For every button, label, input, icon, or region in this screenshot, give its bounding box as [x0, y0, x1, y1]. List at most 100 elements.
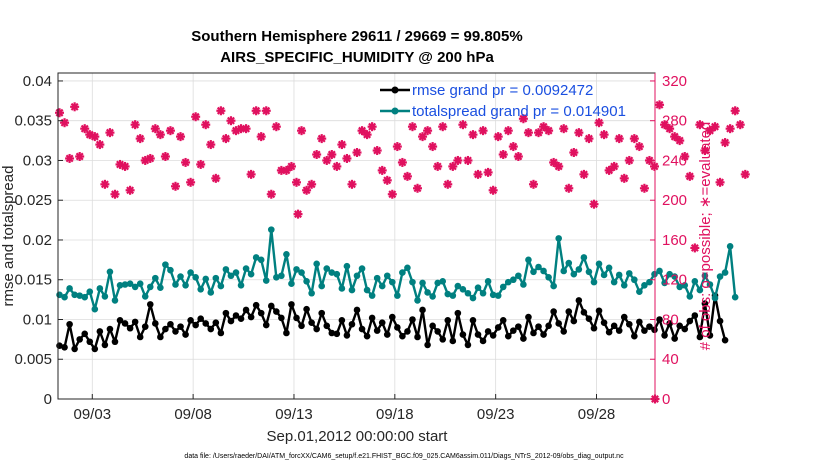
obs-point [498, 150, 508, 159]
series-point [76, 336, 83, 343]
obs-point [110, 189, 120, 199]
obs-point [60, 118, 70, 128]
series-point [459, 331, 467, 338]
series-point [252, 254, 260, 261]
series-point [504, 278, 512, 286]
obs-point [579, 169, 589, 179]
series-point [525, 256, 532, 264]
series-point [91, 305, 99, 313]
series-point [656, 316, 663, 323]
series-point [706, 281, 714, 288]
series-point [177, 273, 184, 280]
obs-point [629, 134, 639, 144]
series-point [696, 333, 704, 341]
series-point [222, 309, 230, 317]
series-point [585, 268, 593, 276]
obs-point [619, 173, 629, 183]
obs-point [135, 134, 145, 144]
obs-point [584, 134, 594, 144]
series-point [278, 272, 285, 280]
obs-point [695, 120, 705, 130]
obs-point [342, 153, 352, 163]
series-point [449, 337, 457, 345]
series-point [313, 260, 320, 268]
y-tick-label-left: 0.015 [14, 272, 52, 289]
series-point [116, 316, 124, 324]
x-tick-label: 09/13 [275, 406, 313, 423]
series-point [479, 337, 487, 345]
chart-title-line-2: AIRS_SPECIFIC_HUMIDITY @ 200 hPa [220, 49, 494, 66]
series-point [666, 270, 673, 278]
series-point [192, 321, 199, 329]
obs-point [312, 150, 322, 159]
series-point [157, 284, 164, 291]
y-tick-label-right: 160 [662, 232, 687, 249]
obs-point [685, 171, 695, 181]
obs-point [700, 146, 710, 156]
obs-point [100, 179, 110, 189]
series-point [429, 293, 436, 300]
series-point [464, 289, 472, 297]
obs-point [332, 161, 342, 171]
series-point [580, 254, 588, 261]
obs-point [534, 128, 544, 138]
series-point [101, 293, 109, 300]
series-point [368, 314, 376, 322]
obs-point [216, 106, 226, 116]
obs-point [720, 138, 730, 148]
series-point [631, 332, 638, 340]
series-point [232, 269, 240, 276]
series-point [444, 316, 452, 324]
obs-point [740, 169, 750, 179]
series-point [706, 332, 714, 339]
series-point [681, 325, 689, 333]
series-point [106, 268, 114, 276]
obs-point [715, 177, 725, 187]
obs-point [599, 130, 609, 140]
series-point [510, 327, 517, 334]
series-point [625, 320, 633, 328]
series-point [595, 260, 603, 268]
series-point [86, 338, 94, 346]
series-point [414, 297, 421, 304]
series-point [262, 277, 270, 284]
obs-point [176, 132, 186, 142]
obs-point [544, 126, 554, 136]
series-point [595, 307, 603, 315]
series-point [353, 306, 361, 314]
obs-point [206, 140, 216, 150]
series-point [575, 266, 583, 273]
series-1 [56, 226, 739, 313]
series-point [146, 283, 154, 291]
series-point [177, 323, 184, 330]
series-point [61, 344, 68, 351]
series-point [333, 270, 341, 278]
series-point [237, 281, 245, 289]
series-point [620, 313, 628, 321]
y-tick-label-left: 0 [44, 391, 52, 408]
obs-point [291, 177, 301, 187]
series-point [605, 264, 613, 272]
series-point [187, 269, 194, 276]
series-point [560, 267, 568, 275]
obs-point [266, 189, 276, 199]
series-point [152, 274, 159, 282]
legend-marker [391, 107, 399, 115]
series-point [71, 291, 78, 299]
obs-point [367, 122, 377, 132]
series-point [479, 289, 487, 297]
x-tick-label: 09/18 [376, 406, 414, 423]
series-point [373, 327, 381, 334]
obs-point [523, 128, 533, 138]
obs-point [70, 102, 80, 112]
y-tick-label-left: 0.025 [14, 192, 52, 209]
series-point [388, 278, 396, 286]
obs-point [145, 153, 155, 163]
series-point [141, 293, 149, 300]
series-point [313, 325, 320, 333]
obs-point [120, 161, 130, 171]
series-point [101, 341, 109, 349]
series-point [646, 278, 653, 286]
y-tick-label-left: 0.02 [23, 232, 52, 249]
series-point [631, 276, 638, 284]
